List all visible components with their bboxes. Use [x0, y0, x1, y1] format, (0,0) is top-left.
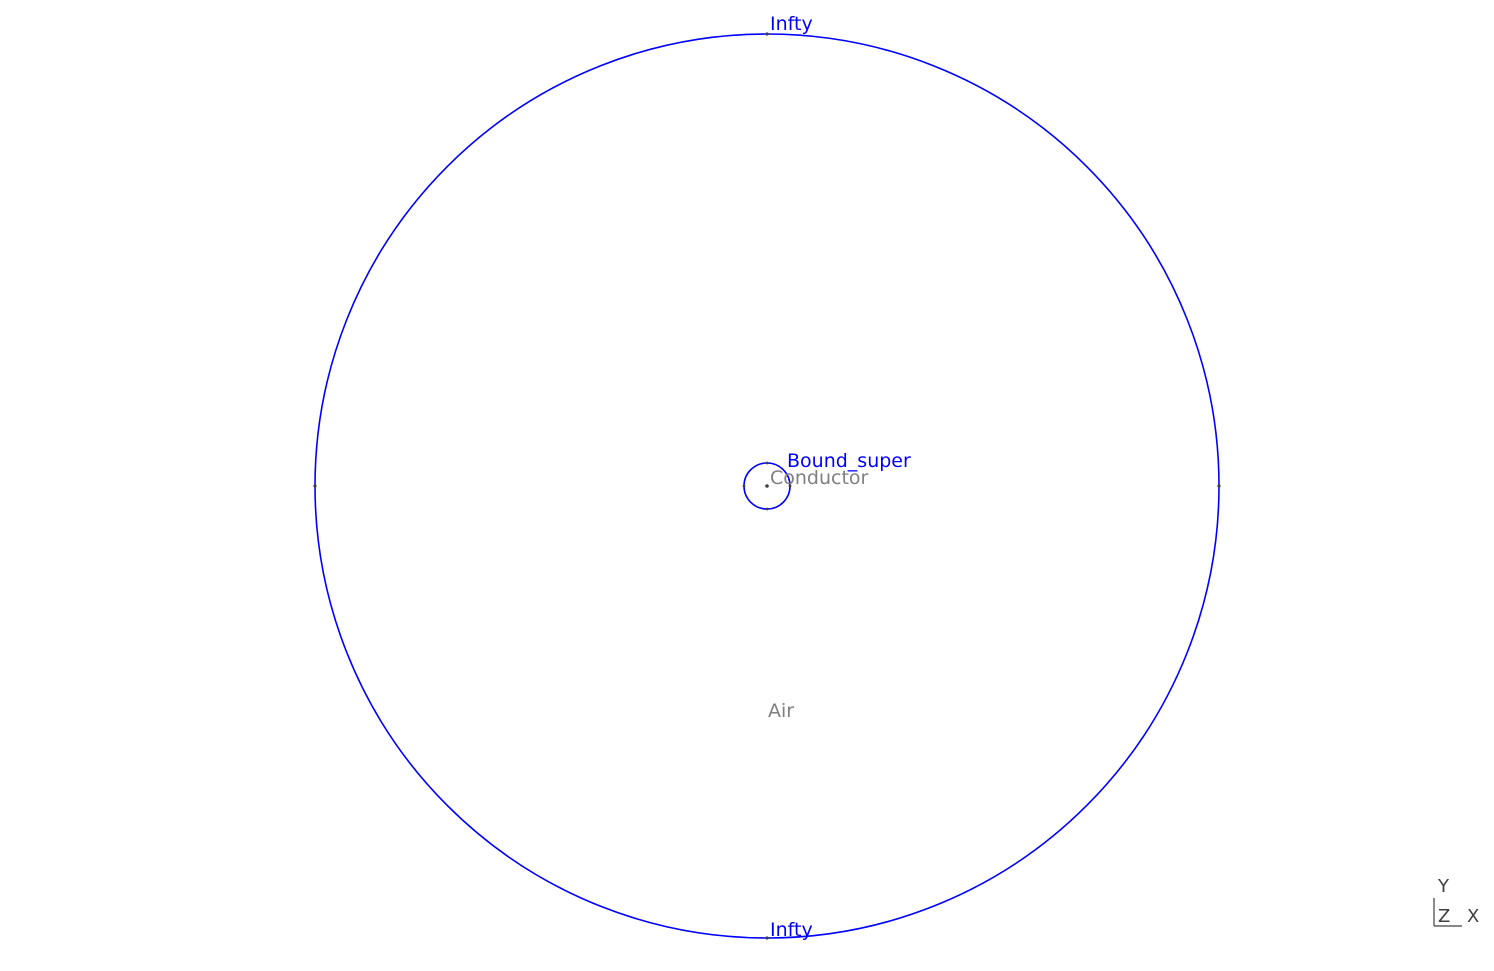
- inner-vertex-right: [788, 484, 792, 488]
- axis-triad: Y Z X: [1433, 876, 1479, 927]
- air-region-label: Air: [768, 700, 794, 722]
- outer-vertex-bottom: [765, 936, 769, 940]
- inner-vertex-top: [765, 461, 769, 465]
- outer-vertex-right: [1217, 484, 1221, 488]
- axis-x-label: X: [1467, 906, 1479, 927]
- outer-boundary-label-bottom: Infty: [770, 919, 813, 941]
- outer-vertex-top: [765, 32, 769, 36]
- outer-vertex-left: [313, 484, 317, 488]
- outer-boundary-label-top: Infty: [770, 13, 813, 35]
- center-point: [765, 484, 769, 488]
- inner-boundary-label: Bound_super: [787, 450, 911, 472]
- inner-vertex-left: [742, 484, 746, 488]
- axis-y-label: Y: [1437, 876, 1450, 897]
- inner-vertex-bottom: [765, 507, 769, 511]
- conductor-region-label: Conductor: [770, 467, 869, 489]
- axis-z-label: Z: [1438, 906, 1450, 927]
